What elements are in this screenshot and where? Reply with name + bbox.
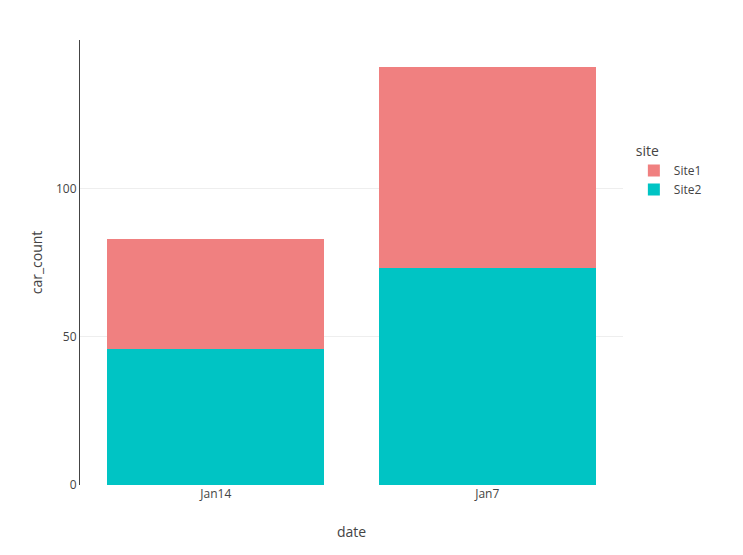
svg-text:site: site	[636, 141, 659, 160]
svg-text:Jan7: Jan7	[474, 485, 499, 502]
svg-text:Jan14: Jan14	[199, 485, 231, 502]
svg-text:50: 50	[63, 328, 77, 345]
svg-text:Site1: Site1	[674, 162, 702, 179]
svg-text:date: date	[337, 522, 366, 541]
svg-text:0: 0	[70, 476, 77, 493]
svg-text:100: 100	[56, 180, 77, 197]
svg-text:Site2: Site2	[674, 181, 702, 198]
svg-text:car_count: car_count	[27, 231, 46, 295]
